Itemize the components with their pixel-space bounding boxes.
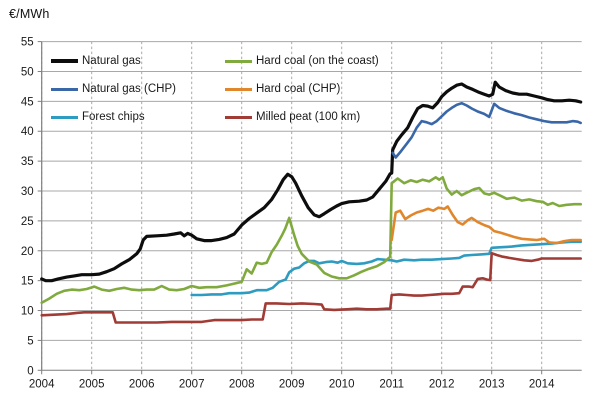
x-axis-tick-label: 2013 (479, 378, 505, 390)
y-axis-unit-title: €/MWh (9, 7, 50, 21)
legend-label: Natural gas (82, 55, 141, 67)
series-line-natural-gas (40, 80, 583, 283)
x-axis-tick-label: 2005 (79, 378, 105, 390)
y-axis-tick-label: 35 (21, 156, 34, 168)
x-axis-tick-label: 2014 (529, 378, 555, 390)
x-axis-tick-label: 2006 (129, 378, 155, 390)
legend-item-forest-chips: Forest chips (51, 109, 145, 125)
y-axis-tick-label: 45 (21, 96, 34, 108)
y-axis-tick-label: 5 (27, 335, 33, 347)
series-line-hard-coal-on-the-coast (40, 176, 583, 305)
legend-label: Hard coal (CHP) (256, 83, 341, 95)
y-axis-tick-label: 50 (21, 66, 34, 78)
y-axis-tick-label: 0 (27, 365, 33, 377)
y-axis-tick-label: 55 (21, 37, 34, 49)
legend-label: Hard coal (on the coast) (256, 55, 379, 67)
legend-label: Milled peat (100 km) (256, 111, 361, 123)
legend-item-natural-gas-chp: Natural gas (CHP) (51, 81, 176, 97)
x-axis-tick-label: 2009 (279, 378, 305, 390)
series-line-forest-chips (190, 240, 583, 297)
legend-line-swatch (51, 59, 78, 63)
legend-line-swatch (225, 59, 252, 63)
y-axis-tick-label: 25 (21, 216, 34, 228)
y-axis-tick-label: 15 (21, 276, 34, 288)
y-axis-tick-label: 20 (21, 246, 34, 258)
legend-item-natural-gas: Natural gas (51, 53, 141, 69)
series-line-milled-peat-100-km (40, 251, 583, 324)
series-line-hard-coal-chp (390, 205, 583, 245)
x-axis-tick-label: 2010 (329, 378, 355, 390)
x-axis-tick-label: 2004 (29, 378, 55, 390)
series-line-natural-gas-chp (391, 101, 583, 159)
x-axis-tick-label: 2011 (379, 378, 404, 390)
y-axis-tick-label: 40 (21, 126, 34, 138)
legend-line-swatch (225, 115, 252, 119)
legend-line-swatch (51, 115, 78, 119)
legend-item-hard-coal-coast: Hard coal (on the coast) (225, 53, 379, 69)
y-axis-tick-label: 30 (21, 186, 34, 198)
legend-label: Natural gas (CHP) (82, 83, 176, 95)
legend-item-milled-peat: Milled peat (100 km) (225, 109, 360, 125)
y-axis-tick-label: 10 (21, 306, 34, 318)
x-axis-tick-label: 2012 (429, 378, 455, 390)
legend-label: Forest chips (82, 111, 145, 123)
legend-line-swatch (51, 87, 78, 91)
legend-line-swatch (225, 87, 252, 91)
x-axis-tick-label: 2007 (179, 378, 205, 390)
x-axis-tick-label: 2008 (229, 378, 255, 390)
legend-item-hard-coal-chp: Hard coal (CHP) (225, 81, 340, 97)
